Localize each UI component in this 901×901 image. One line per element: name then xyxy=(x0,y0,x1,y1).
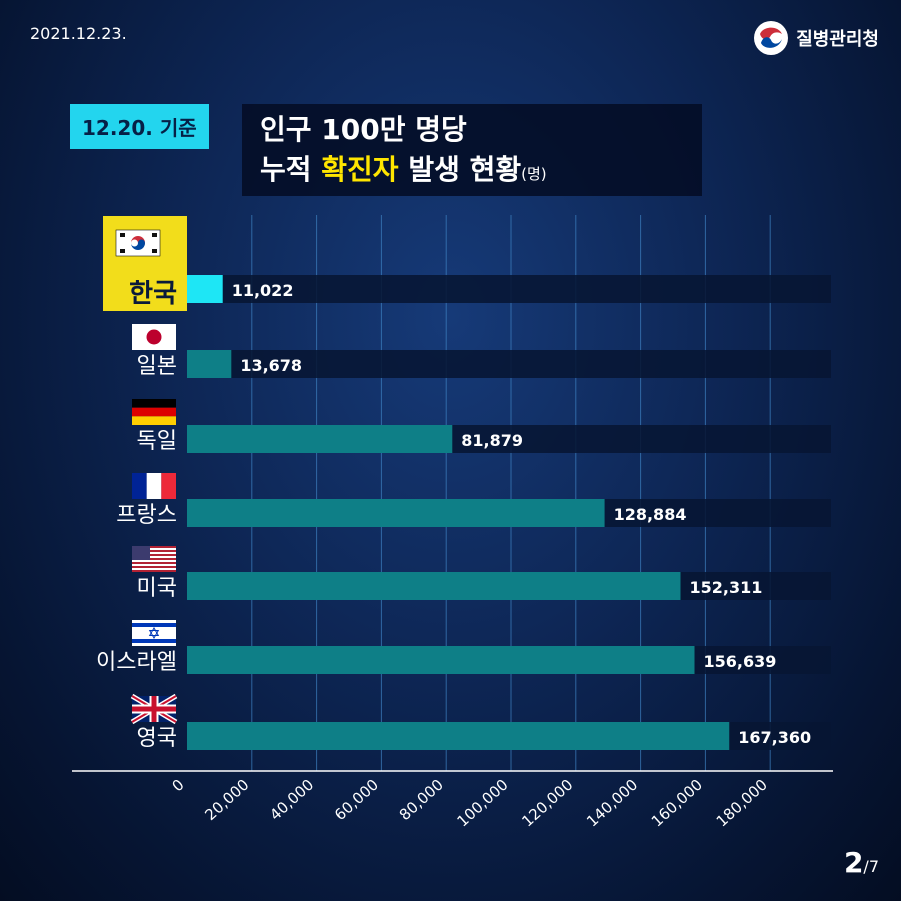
x-tick-label: 140,000 xyxy=(583,776,641,831)
flag-trigram xyxy=(120,249,125,253)
flag-stripe xyxy=(146,473,162,499)
flag-stripe xyxy=(132,407,176,417)
flag-stripe xyxy=(132,548,176,550)
title-text-status: 발생 현황 xyxy=(408,153,522,186)
bar-value-label: 81,879 xyxy=(461,431,523,450)
category-label: 영국 xyxy=(137,726,177,751)
bar xyxy=(187,646,695,674)
category-label: 프랑스 xyxy=(116,503,177,528)
bar-value-label: 152,311 xyxy=(689,578,762,597)
bar xyxy=(187,499,605,527)
flag-star-part xyxy=(148,626,160,636)
flag-stripe xyxy=(132,560,176,562)
bar-value-label: 167,360 xyxy=(738,728,811,747)
flag-stripe xyxy=(132,639,176,643)
bar-value-label: 156,639 xyxy=(704,652,777,671)
bar xyxy=(187,425,453,453)
flag-star-part xyxy=(148,630,160,640)
flag-taegeuk-blue xyxy=(131,239,145,250)
x-tick-label: 120,000 xyxy=(518,776,576,831)
chart-title-box: 인구 100만 명당 누적 확진자 발생 현황(명) xyxy=(242,104,702,196)
flag-stripe xyxy=(132,558,176,560)
x-tick-label: 180,000 xyxy=(713,776,771,831)
agency-name: 질병관리청 xyxy=(796,29,879,50)
bar xyxy=(187,350,232,378)
flag-stripe xyxy=(132,556,176,558)
flag-cross xyxy=(132,706,176,712)
bar-value-label: 11,022 xyxy=(232,281,294,300)
flag-sun xyxy=(146,329,162,345)
flag-canton xyxy=(132,546,150,560)
page-indicator: 2/7 xyxy=(844,846,879,879)
x-tick-label: 160,000 xyxy=(648,776,706,831)
flag-stripe xyxy=(132,570,176,572)
flag-stripe xyxy=(132,566,176,568)
page-current: 2 xyxy=(843,846,864,879)
flag-stripe xyxy=(132,416,176,425)
category-label: 일본 xyxy=(137,354,177,379)
chart-title-line-2: 누적 확진자 발생 현황(명) xyxy=(260,150,702,194)
title-text-cumulative: 누적 xyxy=(260,153,312,186)
bar-value-label: 128,884 xyxy=(614,505,687,524)
flag-stripe xyxy=(132,473,147,499)
flag-stripe xyxy=(132,546,176,548)
bar xyxy=(187,572,681,600)
category-label: 이스라엘 xyxy=(96,650,177,675)
category-label: 한국 xyxy=(129,279,177,309)
publish-date: 2021.12.23. xyxy=(30,24,127,43)
title-unit: (명) xyxy=(521,165,547,183)
bar-value-label: 13,678 xyxy=(240,356,302,375)
flag-stripe xyxy=(132,562,176,564)
x-tick-label: 0 xyxy=(169,776,188,796)
chart-title-line-1: 인구 100만 명당 xyxy=(260,113,467,146)
bar-track xyxy=(187,350,831,378)
x-tick-label: 100,000 xyxy=(454,776,512,831)
category-label: 독일 xyxy=(137,429,177,454)
agency-branding: 질병관리청 xyxy=(754,20,879,56)
bar xyxy=(187,275,223,303)
flag-trigram xyxy=(152,233,157,237)
x-tick-label: 60,000 xyxy=(331,776,382,825)
reference-date-badge: 12.20. 기준 xyxy=(70,104,209,149)
flag-stripe xyxy=(132,554,176,556)
flag-stripe xyxy=(132,399,176,408)
flag-stripe xyxy=(132,568,176,570)
page-total: /7 xyxy=(863,857,879,876)
x-tick-label: 20,000 xyxy=(201,776,252,825)
x-tick-label: 80,000 xyxy=(396,776,447,825)
x-tick-label: 40,000 xyxy=(266,776,317,825)
flag-stripe xyxy=(161,473,176,499)
flag-trigram xyxy=(120,233,125,237)
agency-logo-icon xyxy=(754,21,789,55)
bar xyxy=(187,722,730,750)
category-label: 미국 xyxy=(137,576,177,601)
title-highlight-confirmed: 확진자 xyxy=(321,153,399,186)
flag-stripe xyxy=(132,552,176,554)
flag-trigram xyxy=(152,249,157,253)
flag-stripe xyxy=(132,550,176,552)
flag-stripe xyxy=(132,564,176,566)
bar-track xyxy=(187,275,831,303)
flag-stripe xyxy=(132,623,176,627)
